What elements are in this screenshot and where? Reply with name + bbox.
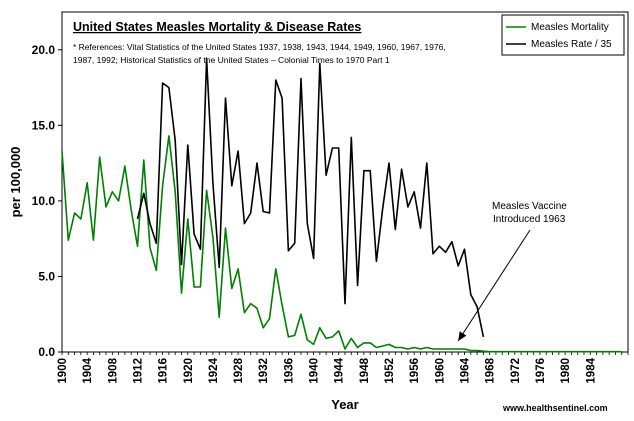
x-tick-label: 1940 bbox=[309, 358, 321, 384]
x-tick-label: 1936 bbox=[283, 358, 295, 384]
y-tick-label: 10.0 bbox=[32, 194, 56, 208]
chart-title: United States Measles Mortality & Diseas… bbox=[73, 20, 361, 34]
x-tick-label: 1960 bbox=[434, 358, 446, 384]
source-credit: www.healthsentinel.com bbox=[502, 403, 608, 413]
y-tick-label: 0.0 bbox=[38, 345, 55, 359]
y-tick-label: 20.0 bbox=[32, 43, 56, 57]
x-tick-label: 1900 bbox=[57, 358, 69, 384]
x-tick-label: 1924 bbox=[208, 357, 220, 383]
x-tick-label: 1948 bbox=[359, 357, 371, 383]
x-tick-label: 1932 bbox=[258, 358, 270, 384]
annotation-line-1: Measles Vaccine bbox=[492, 201, 567, 212]
x-tick-label: 1952 bbox=[384, 358, 396, 384]
x-tick-label: 1944 bbox=[334, 357, 346, 383]
references-line-1: * References: Vital Statistics of the Un… bbox=[73, 42, 446, 52]
y-tick-label: 5.0 bbox=[38, 269, 55, 283]
legend-label-mortality: Measles Mortality bbox=[531, 22, 609, 33]
x-tick-label: 1964 bbox=[459, 357, 471, 383]
legend-label-rate: Measles Rate / 35 bbox=[531, 39, 612, 50]
x-tick-label: 1984 bbox=[585, 357, 597, 383]
y-tick-label: 15.0 bbox=[32, 118, 56, 132]
x-tick-label: 1928 bbox=[233, 357, 245, 383]
x-axis: 1900 1904 1908 1912 1916 1920 1924 1928 1932 1936… bbox=[57, 352, 629, 384]
legend: Measles Mortality Measles Rate / 35 bbox=[501, 14, 625, 56]
x-tick-label: 1916 bbox=[158, 358, 170, 384]
x-tick-label: 1976 bbox=[535, 358, 547, 384]
x-tick-label: 1912 bbox=[132, 358, 144, 384]
legend-box bbox=[501, 14, 625, 56]
x-tick-label: 1904 bbox=[82, 357, 94, 383]
x-tick-label: 1956 bbox=[409, 358, 421, 384]
x-axis-label: Year bbox=[331, 397, 358, 412]
x-tick-label: 1980 bbox=[560, 358, 572, 384]
annotation-arrow-line bbox=[457, 229, 531, 342]
x-tick-label: 1972 bbox=[510, 358, 522, 384]
series-layer bbox=[61, 58, 622, 353]
series-line-mortality bbox=[61, 135, 622, 353]
x-tick-label: 1908 bbox=[107, 357, 119, 383]
annotation-line-2: Introduced 1963 bbox=[493, 214, 566, 225]
x-tick-label: 1920 bbox=[183, 358, 195, 384]
annotation-arrowhead bbox=[458, 331, 467, 341]
series-line-rate bbox=[136, 58, 485, 338]
references-line-2: 1987, 1992; Historical Statistics of the… bbox=[73, 55, 390, 65]
x-tick-label: 1968 bbox=[485, 357, 497, 383]
y-axis-label: per 100,000 bbox=[8, 147, 23, 218]
y-axis: 0.0 5.0 10.0 15.0 20.0 bbox=[32, 43, 62, 359]
vaccine-annotation: Measles Vaccine Introduced 1963 bbox=[457, 201, 567, 342]
